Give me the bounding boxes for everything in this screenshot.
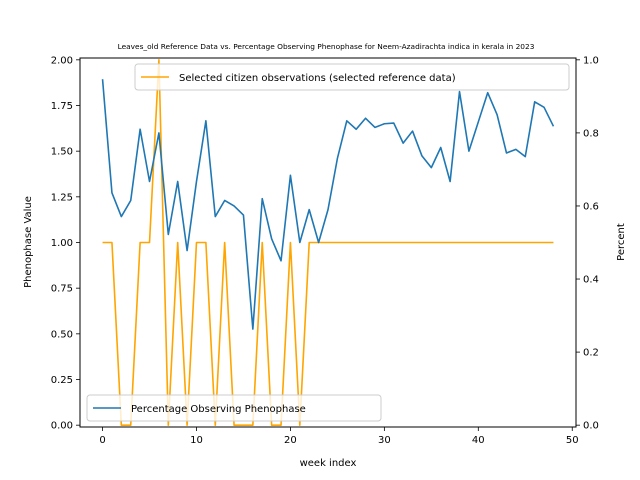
y-right-tick-label: 0.4: [583, 275, 599, 286]
legend-bottom-label: Percentage Observing Phenophase: [131, 404, 306, 415]
legend-top: Selected citizen observations (selected …: [134, 63, 570, 91]
legend-top-box: [134, 63, 570, 91]
series-layer: [101, 59, 555, 426]
x-axis: 0 10 20 30 40 50: [99, 427, 579, 446]
series-line-percentage-observing: [101, 79, 555, 330]
y-left-tick-label: 0.50: [51, 329, 73, 340]
y-left-tick-label: 1.25: [51, 192, 73, 203]
y-right-tick-label: 0.6: [583, 201, 599, 212]
series-line-selected-citizen-observations: [102, 59, 554, 426]
chart-title: Leaves_old Reference Data vs. Percentage…: [118, 42, 535, 51]
y-right-tick-label: 1.0: [583, 55, 599, 66]
x-tick-label: 10: [190, 435, 203, 446]
x-tick-label: 30: [378, 435, 391, 446]
y-left-tick-label: 0.25: [51, 375, 73, 386]
y-right-tick-label: 0.2: [583, 348, 599, 359]
y-left-tick-label: 1.75: [51, 101, 73, 112]
legend-top-label: Selected citizen observations (selected …: [179, 73, 456, 84]
plot-frame: [79, 57, 577, 428]
y-right-tick-label: 0.8: [583, 128, 599, 139]
x-axis-label: week index: [300, 458, 357, 469]
y-left-tick-label: 0.00: [51, 421, 73, 432]
x-tick-label: 0: [99, 435, 105, 446]
y-axis-left: 0.00 0.25 0.50 0.75 1.00 1.25 1.50 1.75 2.00: [51, 55, 80, 432]
legend-bottom: Percentage Observing Phenophase: [86, 394, 382, 422]
y-axis-label-left: Phenophase Value: [23, 196, 34, 288]
x-tick-label: 50: [566, 435, 579, 446]
y-left-tick-label: 2.00: [51, 55, 73, 66]
x-tick-label: 20: [284, 435, 297, 446]
y-axis-label-right: Percent: [616, 223, 627, 261]
y-left-tick-label: 1.00: [51, 238, 73, 249]
x-tick-label: 40: [472, 435, 485, 446]
y-left-tick-label: 1.50: [51, 147, 73, 158]
y-axis-right: 0.0 0.2 0.4 0.6 0.8 1.0: [576, 55, 599, 432]
y-left-tick-label: 0.75: [51, 284, 73, 295]
y-right-tick-label: 0.0: [583, 421, 599, 432]
legend-bottom-box: [86, 394, 382, 422]
